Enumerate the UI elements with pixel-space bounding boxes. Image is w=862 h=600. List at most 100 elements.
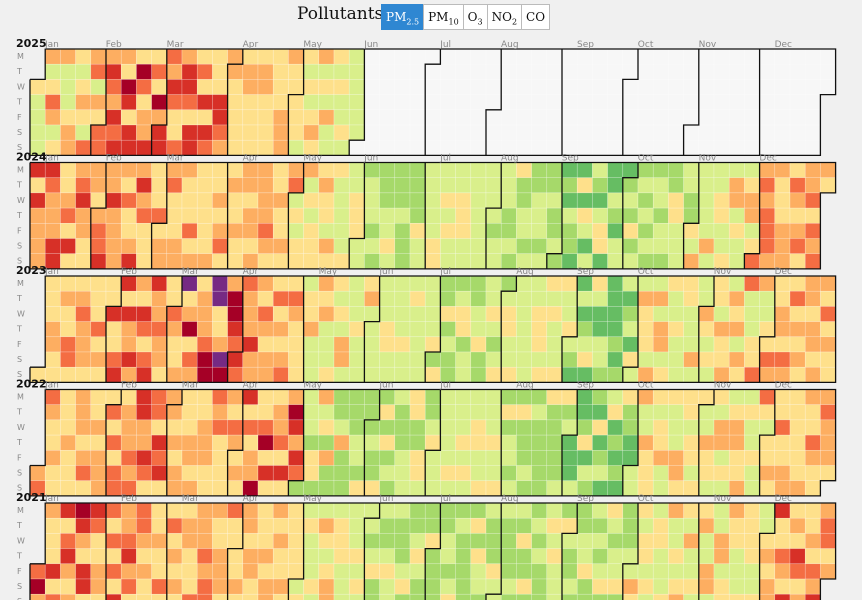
day-cell xyxy=(668,366,684,383)
day-label: W xyxy=(17,309,25,318)
day-cell xyxy=(728,578,745,595)
pollutant-button-no2[interactable]: NO2 xyxy=(486,4,523,30)
day-cell xyxy=(105,321,122,338)
day-cell xyxy=(120,63,137,80)
day-cell xyxy=(333,389,350,405)
day-cell xyxy=(120,94,137,111)
day-label: F xyxy=(17,567,22,576)
day-cell xyxy=(774,63,791,80)
day-cell xyxy=(60,450,76,466)
day-label: W xyxy=(17,536,25,545)
day-cell xyxy=(75,404,92,421)
day-cell xyxy=(394,502,411,519)
day-cell xyxy=(394,336,411,353)
day-cell xyxy=(120,306,137,322)
pollutant-button-co[interactable]: CO xyxy=(521,4,551,30)
day-cell xyxy=(257,593,274,600)
day-cell xyxy=(379,533,396,549)
day-cell xyxy=(683,253,700,270)
day-cell xyxy=(394,533,411,549)
day-cell xyxy=(120,434,137,451)
day-cell xyxy=(151,563,168,580)
day-cell xyxy=(29,207,46,224)
day-cell xyxy=(744,336,760,353)
month-label: Sep xyxy=(577,267,594,277)
month-label: May xyxy=(303,40,322,50)
day-cell xyxy=(409,139,426,156)
month-label: Jul xyxy=(439,40,451,50)
day-cell xyxy=(561,253,578,270)
day-cell xyxy=(364,223,380,239)
day-cell xyxy=(485,124,502,141)
pollutant-button-pm25[interactable]: PM2.5 xyxy=(381,4,425,30)
day-cell xyxy=(500,502,517,519)
day-cell xyxy=(637,389,654,405)
day-cell xyxy=(151,79,168,95)
day-cell xyxy=(257,177,274,194)
month-boundary xyxy=(622,503,639,600)
day-cell xyxy=(227,177,244,194)
day-cell xyxy=(75,366,92,383)
day-cell xyxy=(622,290,639,307)
day-cell xyxy=(120,336,137,353)
day-cell xyxy=(196,63,213,80)
day-cell xyxy=(394,207,411,224)
day-cell xyxy=(789,404,806,421)
pollutant-button-label: CO xyxy=(526,10,546,24)
day-cell xyxy=(333,94,350,111)
day-cell xyxy=(500,389,517,405)
day-cell xyxy=(90,480,107,497)
day-cell xyxy=(576,578,593,595)
day-cell xyxy=(44,63,61,80)
day-cell xyxy=(744,502,760,519)
day-cell xyxy=(212,502,228,519)
month-label: Mar xyxy=(167,154,184,164)
day-cell xyxy=(516,109,532,126)
day-cell xyxy=(759,578,776,595)
day-cell xyxy=(424,563,441,580)
day-cell xyxy=(728,593,745,600)
pollutant-button-o3[interactable]: O3 xyxy=(462,4,488,30)
day-cell xyxy=(166,124,183,141)
day-cell xyxy=(622,192,639,209)
day-cell xyxy=(424,593,441,600)
day-cell xyxy=(212,404,228,421)
day-cell xyxy=(166,366,183,383)
month-boundary xyxy=(287,503,305,600)
day-cell xyxy=(136,290,152,307)
month-boundary xyxy=(424,49,442,156)
day-cell xyxy=(607,139,624,156)
day-cell xyxy=(196,366,213,383)
day-cell xyxy=(166,533,183,549)
day-cell xyxy=(531,177,548,194)
day-cell xyxy=(212,336,228,353)
day-cell xyxy=(181,434,198,451)
day-cell xyxy=(75,578,92,595)
day-cell xyxy=(227,434,244,451)
day-cell xyxy=(272,306,289,322)
day-cell xyxy=(379,139,396,156)
month-boundary xyxy=(758,276,776,383)
day-cell xyxy=(485,450,502,466)
day-cell xyxy=(60,321,76,338)
day-cell xyxy=(455,48,472,65)
day-cell xyxy=(333,450,350,466)
pollutant-button-pm10[interactable]: PM10 xyxy=(423,4,464,30)
day-cell xyxy=(485,162,502,178)
day-cell xyxy=(455,434,472,451)
day-cell xyxy=(728,139,745,156)
day-cell xyxy=(637,79,654,95)
day-cell xyxy=(470,465,487,481)
day-cell xyxy=(683,162,700,178)
day-cell xyxy=(744,465,760,481)
day-cell xyxy=(668,79,684,95)
day-cell xyxy=(774,517,791,534)
day-cell xyxy=(576,177,593,194)
day-cell xyxy=(728,109,745,126)
day-cell xyxy=(592,502,608,519)
day-cell xyxy=(379,450,396,466)
day-label: W xyxy=(17,82,25,91)
day-cell xyxy=(485,389,502,405)
month-label: Dec xyxy=(775,494,792,504)
day-cell xyxy=(136,502,152,519)
